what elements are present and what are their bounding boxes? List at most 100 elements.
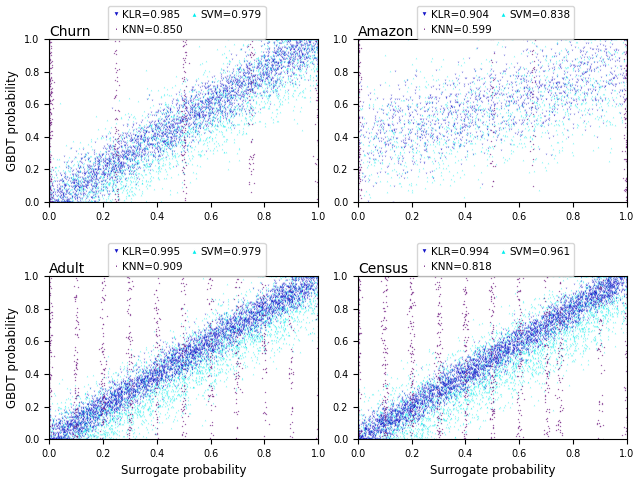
Point bbox=[102, 141, 113, 148]
Point bbox=[604, 101, 614, 109]
Point bbox=[86, 412, 97, 420]
Point bbox=[120, 110, 130, 118]
Point bbox=[198, 112, 208, 119]
Point bbox=[287, 50, 297, 57]
Point bbox=[461, 147, 472, 155]
Point bbox=[407, 364, 417, 372]
Point bbox=[381, 419, 391, 427]
Point bbox=[308, 273, 318, 281]
Point bbox=[598, 272, 608, 280]
Point bbox=[399, 143, 409, 151]
Point bbox=[213, 343, 223, 351]
Point bbox=[394, 417, 404, 425]
Point bbox=[518, 347, 528, 355]
Point bbox=[305, 71, 315, 79]
Point bbox=[313, 432, 323, 440]
Point bbox=[522, 334, 532, 342]
Point bbox=[534, 328, 544, 336]
Point bbox=[63, 415, 74, 423]
Point bbox=[289, 324, 300, 332]
Point bbox=[159, 136, 170, 144]
Point bbox=[141, 368, 151, 375]
Point bbox=[90, 404, 100, 412]
Point bbox=[145, 411, 156, 419]
Point bbox=[248, 91, 259, 99]
Point bbox=[457, 367, 467, 375]
Point bbox=[512, 286, 522, 294]
Point bbox=[126, 408, 136, 416]
Point bbox=[185, 350, 195, 357]
Point bbox=[182, 383, 192, 390]
Point bbox=[531, 376, 541, 384]
Point bbox=[269, 312, 280, 319]
Point bbox=[403, 77, 413, 85]
Point bbox=[289, 296, 300, 303]
Point bbox=[521, 358, 531, 366]
Point bbox=[164, 112, 174, 119]
Point bbox=[104, 417, 115, 425]
Point bbox=[146, 374, 156, 382]
Point bbox=[518, 35, 528, 43]
Point bbox=[540, 358, 550, 366]
Point bbox=[377, 361, 387, 369]
Point bbox=[313, 283, 323, 291]
Point bbox=[44, 397, 54, 405]
Point bbox=[73, 420, 83, 427]
Point bbox=[104, 401, 114, 409]
Point bbox=[508, 346, 518, 354]
Point bbox=[443, 403, 453, 411]
Point bbox=[159, 397, 169, 404]
Point bbox=[232, 326, 243, 334]
Point bbox=[294, 77, 304, 85]
Point bbox=[373, 424, 383, 431]
Point bbox=[198, 355, 209, 363]
Point bbox=[267, 339, 277, 346]
Point bbox=[73, 435, 83, 443]
Point bbox=[44, 435, 54, 443]
Point bbox=[353, 171, 363, 179]
Point bbox=[207, 121, 217, 129]
Point bbox=[61, 198, 71, 206]
Point bbox=[193, 90, 203, 98]
Point bbox=[109, 398, 120, 406]
Point bbox=[61, 422, 72, 429]
Point bbox=[410, 424, 420, 432]
Point bbox=[88, 162, 99, 170]
Point bbox=[163, 138, 173, 145]
Point bbox=[138, 377, 148, 385]
Point bbox=[306, 65, 316, 73]
Point bbox=[214, 349, 224, 357]
Point bbox=[492, 354, 502, 362]
Point bbox=[65, 144, 76, 152]
Point bbox=[516, 340, 526, 347]
Point bbox=[557, 74, 567, 82]
Point bbox=[390, 406, 400, 413]
Point bbox=[555, 309, 565, 316]
Point bbox=[422, 435, 433, 443]
Point bbox=[187, 364, 197, 372]
Point bbox=[502, 345, 513, 353]
Point bbox=[218, 117, 228, 125]
Point bbox=[619, 316, 629, 324]
Point bbox=[388, 400, 398, 408]
Point bbox=[58, 425, 68, 432]
Point bbox=[584, 298, 595, 306]
Point bbox=[61, 407, 71, 414]
Point bbox=[282, 276, 292, 284]
Point bbox=[143, 374, 154, 382]
Point bbox=[280, 272, 291, 280]
Point bbox=[354, 434, 364, 441]
Point bbox=[77, 142, 88, 150]
Point bbox=[385, 432, 395, 440]
Point bbox=[44, 191, 54, 199]
Point bbox=[444, 369, 454, 376]
Point bbox=[354, 429, 364, 437]
Point bbox=[605, 295, 615, 302]
Point bbox=[172, 390, 182, 398]
Point bbox=[450, 419, 460, 426]
Point bbox=[276, 304, 287, 312]
Point bbox=[158, 399, 168, 407]
Point bbox=[353, 78, 363, 86]
Point bbox=[378, 422, 388, 430]
Point bbox=[70, 403, 81, 411]
